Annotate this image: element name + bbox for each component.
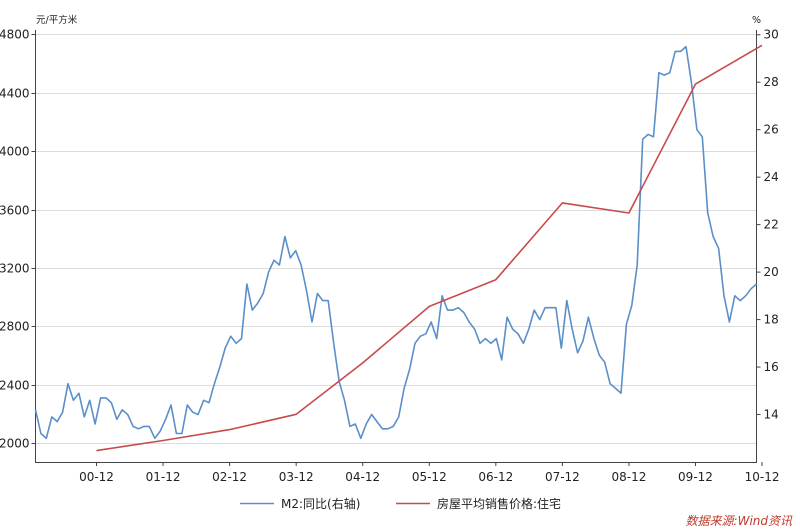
right-tick-label: 14: [764, 408, 779, 422]
x-tick-label: 08-12: [612, 470, 647, 484]
x-tick-label: 05-12: [412, 470, 447, 484]
series-lines: [34, 44, 763, 452]
legend-label-housing-price: 房屋平均销售价格:住宅: [437, 496, 561, 511]
right-axis: % 14 16 18 20 22 24 26 28 30: [752, 15, 779, 422]
right-tick-label: 28: [764, 75, 779, 89]
x-tick-label: 03-12: [279, 470, 314, 484]
left-tick-label: 2800: [0, 320, 30, 334]
right-tick-label: 30: [764, 28, 779, 42]
x-tick-label: 00-12: [79, 470, 114, 484]
right-tick-label: 16: [764, 360, 779, 374]
x-axis: 00-12 01-12 02-12 03-12 04-12 05-12 06-12 07-12…: [79, 462, 779, 484]
left-tick-label: 2000: [0, 437, 30, 451]
left-tick-label: 3600: [0, 204, 30, 218]
right-axis-unit: %: [752, 15, 761, 26]
x-tick-label: 06-12: [478, 470, 513, 484]
left-axis-unit: 元/平方米: [36, 14, 78, 26]
x-tick-label: 09-12: [678, 470, 713, 484]
left-tick-label: 3200: [0, 262, 30, 276]
source-note: 数据来源:Wind资讯: [686, 514, 793, 528]
left-tick-label: 4000: [0, 145, 30, 159]
x-tick-label: 02-12: [212, 470, 247, 484]
right-tick-label: 18: [764, 313, 779, 327]
left-tick-label: 2400: [0, 379, 30, 393]
x-tick-label: 01-12: [146, 470, 181, 484]
series-line-m2: [34, 45, 758, 440]
left-axis: 元/平方米 2000 2400 2800 3200 3600 4000 4400 4800: [0, 14, 78, 451]
x-tick-label: 07-12: [545, 470, 580, 484]
right-tick-label: 26: [764, 123, 779, 137]
right-tick-label: 24: [764, 170, 779, 184]
series-line-housing-price: [96, 44, 763, 452]
x-tick-label: 04-12: [345, 470, 380, 484]
left-tick-label: 4400: [0, 87, 30, 101]
axis-lines: [35, 30, 757, 463]
legend: M2:同比(右轴) 房屋平均销售价格:住宅: [240, 496, 561, 511]
x-tick-label: 10-12: [745, 470, 780, 484]
right-tick-label: 20: [764, 265, 779, 279]
right-tick-label: 22: [764, 218, 779, 232]
left-tick-label: 4800: [0, 28, 30, 42]
plot-area: [34, 30, 763, 463]
legend-label-m2: M2:同比(右轴): [281, 496, 360, 511]
gridlines: [35, 34, 757, 444]
